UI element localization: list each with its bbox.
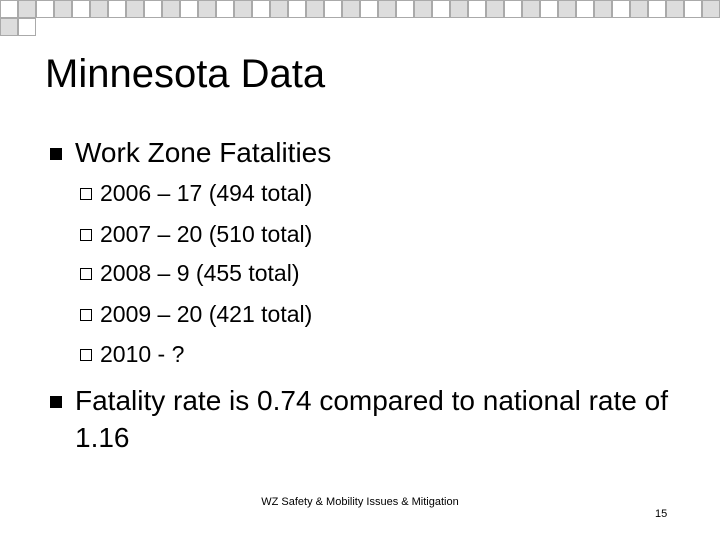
sub-bullet-text: 2009 – 20 (421 total) bbox=[100, 301, 313, 327]
bullet bbox=[50, 148, 62, 160]
bullet-text: Fatality rate is 0.74 compared to nation… bbox=[75, 385, 668, 453]
sub-bullet-text: 2008 – 9 (455 total) bbox=[100, 260, 300, 286]
sub-bullet-text: 2007 – 20 (510 total) bbox=[100, 221, 313, 247]
decoration bbox=[0, 0, 720, 36]
slide-title: Minnesota Data bbox=[45, 52, 326, 96]
bullet bbox=[50, 396, 62, 408]
sub-bullet bbox=[80, 349, 92, 361]
sub-bullet-text: 2010 - ? bbox=[100, 341, 185, 367]
sub-bullet-text: 2006 – 17 (494 total) bbox=[100, 180, 313, 206]
sub-bullet bbox=[80, 188, 92, 200]
footer-text: WZ Safety & Mobility Issues & Mitigation bbox=[261, 496, 459, 508]
bullet-text: Work Zone Fatalities bbox=[75, 137, 332, 168]
sub-bullet bbox=[80, 268, 92, 280]
sub-bullet bbox=[80, 309, 92, 321]
page-number: 15 bbox=[655, 508, 668, 520]
sub-bullet bbox=[80, 229, 92, 241]
